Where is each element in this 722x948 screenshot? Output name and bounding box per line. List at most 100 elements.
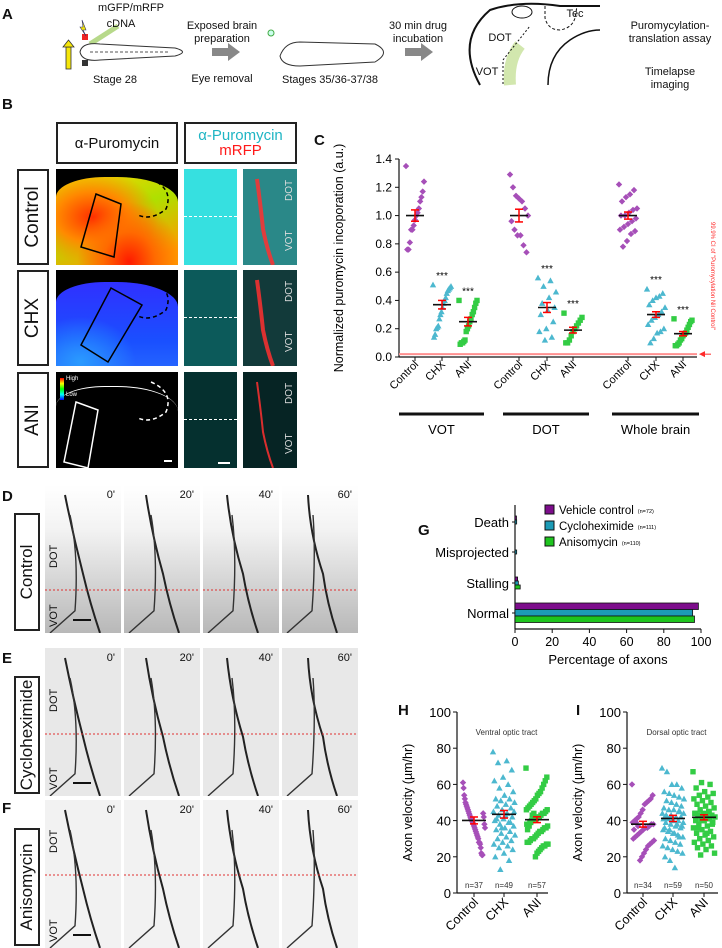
tissue-region	[56, 177, 178, 265]
x-tick-label: CHX	[637, 358, 662, 383]
data-point	[541, 336, 549, 343]
roi-box	[80, 192, 122, 258]
panel-label-d: D	[2, 488, 13, 505]
data-point	[697, 852, 704, 858]
series-control	[628, 781, 658, 864]
data-point	[511, 799, 518, 806]
data-point	[548, 334, 556, 340]
series-vot-ani	[456, 297, 480, 347]
data-point	[468, 316, 474, 322]
data-point	[499, 773, 507, 780]
data-point	[509, 184, 517, 191]
data-point	[459, 779, 467, 786]
axon-path	[145, 494, 180, 633]
data-point	[661, 304, 669, 311]
data-point	[493, 826, 500, 833]
y-tick-label: 0.0	[375, 350, 392, 364]
timelapse-row-label: Anisomycin	[14, 828, 40, 946]
y-tick-label: 0	[614, 886, 621, 901]
timelapse-image: 60'	[282, 485, 358, 633]
puromycin-heatmap-image	[56, 169, 178, 265]
timelapse-image: 20'	[124, 800, 200, 948]
data-point	[532, 854, 539, 860]
data-point	[665, 806, 673, 813]
data-point	[653, 329, 661, 336]
data-point	[437, 311, 444, 318]
data-point	[419, 188, 426, 195]
data-point	[622, 193, 630, 201]
timelapse-image: 20'	[124, 485, 200, 633]
data-point	[668, 799, 675, 806]
data-point	[404, 246, 411, 253]
y-tick-label: 0.2	[375, 322, 392, 336]
data-point	[649, 297, 656, 303]
data-point	[502, 801, 510, 807]
time-label: 20'	[179, 489, 194, 501]
time-label: 60'	[337, 652, 352, 664]
roi-box	[80, 286, 144, 364]
bar-cycloheximide	[514, 549, 518, 555]
x-tick-label: CHX	[423, 358, 448, 383]
data-point	[673, 781, 680, 787]
data-point	[507, 804, 515, 811]
x-axis-label: Percentage of axons	[548, 652, 668, 667]
data-point	[457, 341, 463, 347]
vot-label: VOT	[475, 66, 499, 78]
data-point	[416, 198, 424, 205]
data-point	[677, 337, 684, 343]
data-point	[544, 774, 550, 780]
data-point	[629, 819, 636, 826]
axon-path	[286, 677, 315, 796]
data-point	[704, 823, 711, 829]
data-point	[678, 802, 685, 809]
data-point	[479, 851, 486, 859]
data-point	[659, 290, 666, 296]
x-tick-label: ANI	[686, 895, 711, 920]
axon-path	[49, 829, 77, 948]
timelapse-image: 0'	[45, 485, 121, 633]
data-point	[623, 237, 631, 245]
data-point	[670, 806, 677, 813]
legend-n: (n=72)	[638, 509, 654, 515]
data-point	[671, 864, 679, 871]
region-divider	[184, 216, 297, 217]
data-point	[615, 181, 623, 188]
data-point	[506, 795, 513, 802]
time-label: 40'	[258, 804, 273, 816]
data-point	[499, 839, 506, 845]
data-point	[670, 792, 678, 798]
axon-path	[307, 657, 338, 796]
axon-path	[64, 657, 101, 796]
data-point	[507, 819, 514, 825]
threshold-arrow-icon	[699, 351, 705, 358]
data-point	[684, 327, 690, 333]
group-label: VOT	[428, 422, 455, 437]
axon-bundle	[503, 41, 525, 86]
data-point	[711, 850, 718, 856]
x-tick-label: Control	[492, 359, 526, 393]
n-label: n=49	[495, 881, 514, 890]
time-label: 20'	[179, 804, 194, 816]
axon-path	[207, 514, 236, 633]
data-point	[517, 232, 524, 239]
data-point	[663, 797, 670, 804]
data-point	[477, 844, 484, 851]
group-label: Whole brain	[621, 422, 690, 437]
data-point	[685, 324, 691, 330]
data-point	[659, 810, 666, 816]
data-point	[662, 835, 669, 842]
dot-label: DOT	[48, 829, 60, 853]
data-point	[647, 339, 654, 346]
data-point	[492, 853, 499, 860]
lightning-icon	[79, 19, 87, 37]
axon-path	[64, 809, 101, 948]
x-tick-label: 80	[657, 635, 671, 649]
dot-label: DOT	[488, 32, 512, 44]
axon-path	[128, 514, 157, 633]
data-point	[402, 162, 410, 170]
data-point	[666, 826, 673, 833]
data-point	[475, 835, 482, 842]
axon-path	[307, 809, 338, 948]
data-point	[671, 316, 677, 322]
